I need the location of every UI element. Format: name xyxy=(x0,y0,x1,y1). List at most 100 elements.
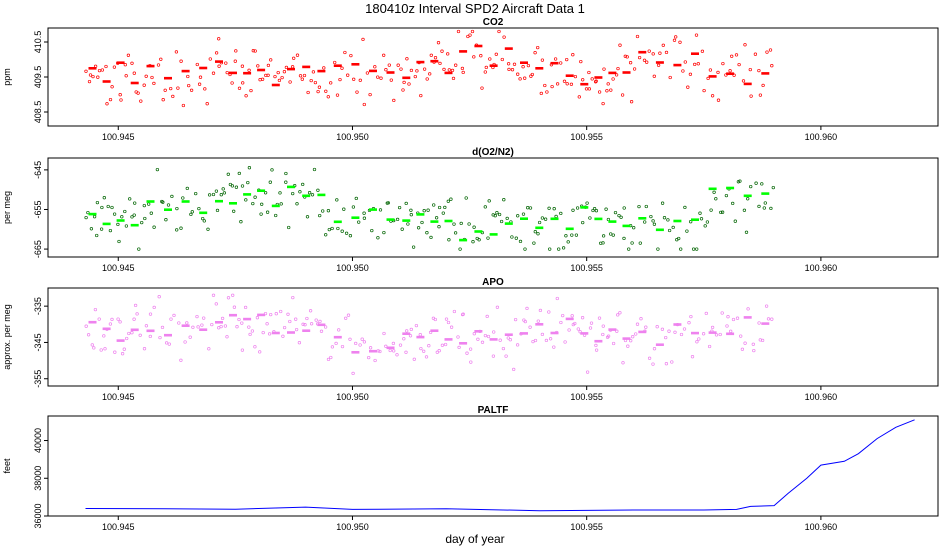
data-point xyxy=(243,305,248,310)
data-point xyxy=(495,211,499,215)
data-point xyxy=(336,226,340,231)
data-point xyxy=(441,211,445,215)
data-point xyxy=(128,197,132,201)
data-point xyxy=(584,87,589,91)
data-point xyxy=(628,61,633,65)
data-point xyxy=(601,234,606,238)
data-point xyxy=(311,70,316,74)
data-point xyxy=(467,222,471,226)
data-point xyxy=(719,210,723,215)
data-point xyxy=(382,230,386,235)
data-point xyxy=(224,61,228,65)
data-point xyxy=(267,332,272,336)
data-point xyxy=(344,316,348,320)
data-point xyxy=(298,190,302,194)
data-point xyxy=(214,302,218,306)
data-point xyxy=(346,73,350,77)
data-point xyxy=(735,316,740,320)
data-point xyxy=(338,77,342,82)
data-point xyxy=(256,64,260,68)
data-point xyxy=(757,321,761,325)
data-point xyxy=(348,337,352,341)
data-point xyxy=(265,210,270,214)
data-point xyxy=(437,349,441,353)
data-point xyxy=(486,236,490,240)
data-point xyxy=(585,370,590,374)
data-point xyxy=(601,332,605,337)
data-point xyxy=(187,83,191,88)
data-point xyxy=(647,49,651,53)
data-point xyxy=(130,331,134,335)
data-point xyxy=(373,65,377,69)
data-point xyxy=(211,192,216,197)
data-point xyxy=(161,200,165,204)
data-point xyxy=(447,68,451,72)
data-point xyxy=(449,325,454,329)
data-point xyxy=(573,321,577,326)
data-point xyxy=(88,73,93,77)
data-point xyxy=(435,350,439,354)
data-point xyxy=(702,88,706,93)
data-point xyxy=(425,77,429,81)
data-point xyxy=(195,314,199,319)
data-point xyxy=(477,238,481,242)
data-point xyxy=(326,209,331,213)
data-point xyxy=(710,325,715,330)
data-point xyxy=(258,350,262,354)
data-point xyxy=(150,75,154,80)
data-point xyxy=(185,321,189,325)
data-point xyxy=(126,53,131,57)
data-point xyxy=(456,29,461,34)
data-point xyxy=(202,219,206,223)
data-point xyxy=(149,211,153,215)
data-point xyxy=(632,226,636,230)
data-point xyxy=(528,325,532,329)
data-point xyxy=(404,350,408,354)
data-point xyxy=(609,232,613,236)
data-point xyxy=(483,70,487,74)
data-point xyxy=(536,45,540,50)
data-point xyxy=(638,241,642,245)
data-point xyxy=(748,67,752,72)
data-point xyxy=(415,69,419,73)
data-point xyxy=(485,314,489,319)
data-point xyxy=(591,208,595,213)
data-point xyxy=(516,214,520,218)
data-point xyxy=(766,317,771,321)
x-tick-label: 100.955 xyxy=(570,132,603,142)
data-point xyxy=(235,325,239,329)
data-point xyxy=(689,220,693,224)
data-point xyxy=(609,88,613,92)
data-point xyxy=(761,83,765,88)
data-point xyxy=(143,216,147,221)
data-point xyxy=(536,319,540,323)
data-point xyxy=(436,41,441,45)
data-point xyxy=(724,73,728,77)
data-point xyxy=(746,197,750,201)
data-point xyxy=(618,43,622,47)
data-point xyxy=(232,305,237,309)
data-point xyxy=(764,304,769,308)
data-point xyxy=(351,205,356,209)
data-point xyxy=(302,73,307,78)
x-tick-label: 100.960 xyxy=(805,263,838,273)
data-point xyxy=(172,313,176,318)
data-point xyxy=(413,74,417,79)
data-point xyxy=(118,93,122,97)
data-point xyxy=(552,207,556,211)
data-point xyxy=(251,201,255,206)
data-point xyxy=(255,316,260,320)
data-point xyxy=(594,348,599,352)
data-point xyxy=(239,220,243,224)
data-point xyxy=(604,207,608,211)
data-point xyxy=(539,91,543,96)
data-point xyxy=(472,55,476,59)
data-point xyxy=(484,65,488,70)
data-point xyxy=(281,334,285,338)
data-point xyxy=(288,319,292,324)
data-point xyxy=(152,225,156,229)
data-point xyxy=(175,206,179,211)
data-point xyxy=(617,213,621,218)
panel-title: PALTF xyxy=(478,405,509,416)
